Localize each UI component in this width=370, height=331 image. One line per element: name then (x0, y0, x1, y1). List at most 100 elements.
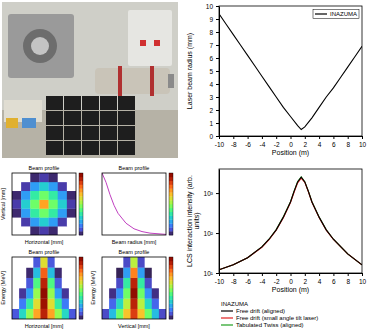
heat-cell (19, 298, 26, 309)
heat-cell (58, 226, 67, 235)
heat-cell (19, 278, 26, 289)
photo-part (118, 111, 135, 125)
tick-mark (216, 193, 219, 194)
heat-cell (116, 278, 123, 289)
photo-part (8, 14, 74, 78)
panel-title: Beam profile (119, 165, 150, 171)
tick-label: -4 (260, 141, 266, 148)
colorbar-step (79, 185, 83, 189)
heat-cell (102, 298, 109, 309)
photo-part (46, 141, 63, 155)
y-axis-title: Energy [MeV] (90, 271, 96, 305)
heat-cell (39, 200, 48, 209)
tick-label: -2 (274, 278, 280, 285)
tick-label: 4 (209, 81, 213, 88)
photo-part (46, 126, 63, 140)
heat-cell (152, 298, 159, 309)
legend-box (313, 10, 359, 19)
tick-mark (233, 273, 234, 276)
heat-cell (55, 267, 62, 278)
colorbar-step (79, 227, 83, 231)
heat-cell (33, 257, 40, 268)
heat-cell (39, 226, 48, 235)
tick-mark (216, 84, 219, 85)
colorbar-step (169, 280, 173, 284)
tick-mark (362, 273, 363, 276)
axis: 012345678910 (206, 3, 220, 140)
heat-cell (145, 309, 152, 319)
x-axis-title: Beam radius [mm] (112, 239, 157, 245)
heat-cell (33, 278, 40, 289)
tick: 10 (359, 273, 367, 285)
tick-mark (319, 136, 320, 139)
heat-cell (26, 288, 33, 299)
photo-part (154, 40, 160, 46)
heat-cell (48, 278, 55, 289)
tick-mark (291, 273, 292, 276)
tick-label: -6 (245, 278, 251, 285)
legend: INAZUMA (313, 10, 359, 19)
plot-area (219, 14, 362, 130)
heat-cell (67, 217, 76, 226)
colorbar-step (79, 300, 83, 304)
tick-label: 2 (303, 141, 307, 148)
tick-mark (276, 273, 277, 276)
tick-mark (305, 136, 306, 139)
heat-cell (21, 226, 30, 235)
heat-cell (159, 298, 166, 309)
heat-cell (12, 217, 21, 226)
x-axis-title: Horizontal [mm] (25, 323, 64, 329)
tick-mark (248, 136, 249, 139)
tick-label: -10 (215, 141, 225, 148)
plot: -10-8-6-4-2024681010¹10²10³ (204, 169, 367, 285)
heat-cell (33, 267, 40, 278)
colorbar-step (169, 315, 173, 319)
heat-cell (12, 267, 19, 278)
heat-cell (152, 278, 159, 289)
colorbar-step (79, 257, 83, 261)
tick-mark (216, 58, 219, 59)
heat-cell (49, 208, 58, 217)
tick: -6 (245, 273, 251, 285)
heat-cell (12, 309, 19, 319)
heat-cell (21, 208, 30, 217)
heat-cell (21, 173, 30, 182)
colorbar-step (79, 231, 83, 235)
tick: 5 (209, 68, 219, 75)
colorbar-step (169, 181, 173, 185)
colorbar-step (79, 307, 83, 311)
plot-frame (102, 173, 166, 235)
tick-label: 0 (289, 278, 293, 285)
heat-cell (152, 257, 159, 268)
heat-cell (30, 208, 39, 217)
tick-label: 6 (332, 141, 336, 148)
photo-part (64, 111, 81, 125)
tick-mark (216, 110, 219, 111)
tick: -8 (231, 273, 237, 285)
colorbar (169, 257, 173, 319)
heat-cell (130, 288, 137, 299)
heat-cell (69, 278, 76, 289)
heat-cell (67, 182, 76, 191)
plot-area (102, 173, 166, 234)
heat-cell (67, 208, 76, 217)
colorbar-frame (169, 173, 173, 235)
heat-cell (39, 217, 48, 226)
chart-panel: Beam profileHorizontal [mm]Energy [MeV] (0, 249, 83, 329)
colorbar-step (79, 269, 83, 273)
heat-cell (138, 257, 145, 268)
x-axis-title: Position (m) (272, 286, 309, 294)
y-axis-title: Energy [MeV] (0, 271, 6, 305)
chart-panel: -10-8-6-4-2024681010¹10²10³Position (m)L… (186, 169, 366, 330)
axis-line (219, 170, 220, 274)
colorbar-step (169, 204, 173, 208)
tick-label: -8 (231, 141, 237, 148)
tick-mark (333, 136, 334, 139)
tick-label: 10 (206, 3, 214, 10)
colorbar-step (79, 273, 83, 277)
heat-cell (26, 309, 33, 319)
legend-box (219, 300, 320, 330)
heat-cell (48, 288, 55, 299)
colorbar-step (169, 189, 173, 193)
colorbar-step (79, 280, 83, 284)
